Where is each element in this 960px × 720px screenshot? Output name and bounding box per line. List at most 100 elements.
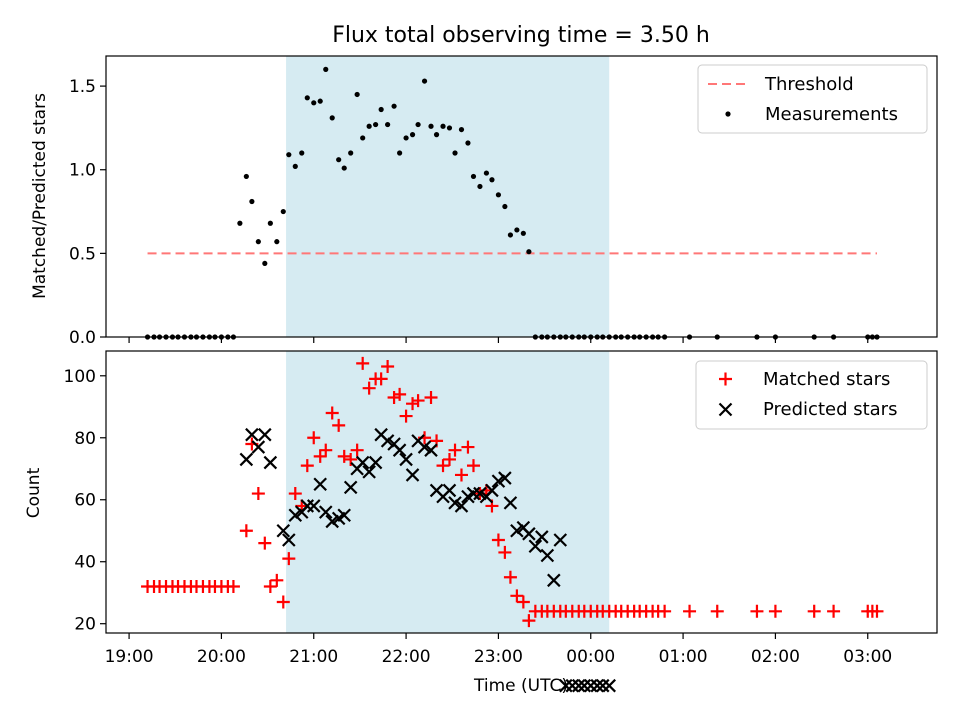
predicted-star-point [565,678,580,693]
matched-star-point [442,452,456,466]
matched-star-point [466,459,480,473]
legend-matched-swatch [719,372,732,386]
measurement-point [458,126,465,133]
x-tick-label: 19:00 [105,647,154,667]
matched-star-point [454,468,468,482]
measurement-point [255,239,261,245]
predicted-star-point [503,496,518,510]
top-axes-frame [105,55,938,338]
measurement-point [489,177,495,183]
matched-star-point [498,545,512,559]
measurement-point [421,78,428,84]
measurement-point [304,95,310,101]
predicted-star-point [276,523,291,538]
predicted-star-point [448,496,462,510]
measurement-point [336,157,342,163]
matched-star-point [325,406,339,420]
predicted-star-point [239,452,254,467]
measurement-point [440,123,446,129]
matched-star-point [807,604,821,618]
predicted-star-point [602,678,616,693]
matched-star-point [406,397,420,411]
predicted-star-point [571,678,586,693]
bottom-legend: Matched stars Predicted stars [695,360,928,430]
measurement-point [262,260,268,267]
bottom-panel: 20 40 60 80 100 19:00 20:00 21:00 22:00 23:00 00:… [24,350,938,696]
predicted-star-point [491,474,506,488]
x-tick-label: 22:00 [382,647,431,667]
measurement-point [433,132,440,138]
matched-star-point [393,387,407,401]
y-tick-label: 60 [74,491,96,511]
y-tick-label: 80 [74,429,96,449]
matched-star-point [683,604,697,618]
measurement-point [267,220,273,226]
y-tick-label: 0.5 [69,244,96,264]
predicted-star-point [454,499,469,513]
matched-star-point [381,359,395,373]
matched-star-point [276,595,290,609]
matched-star-point [300,459,314,473]
predicted-star-point [325,514,339,529]
matched-star-point [362,381,376,395]
predicted-star-point [245,427,259,442]
matched-star-point [750,604,764,618]
legend-predicted-label: Predicted stars [763,399,897,420]
x-tick-label: 00:00 [566,647,615,667]
predicted-star-point [399,452,413,467]
measurement-point [520,230,526,236]
bottom-legend-box [695,360,928,430]
measurement-point [299,150,305,156]
matched-star-point [510,589,524,603]
legend-matched-label: Matched stars [763,369,890,390]
measurement-point [495,192,502,198]
matched-star-point [337,449,351,463]
predicted-star-point [417,440,432,454]
predicted-star-point [318,505,333,519]
matched-star-point [424,390,438,404]
legend-predicted-swatch [718,402,733,417]
measurement-point [249,198,255,205]
observing-window-shade-top [286,56,610,337]
measurement-point [317,98,323,104]
predicted-star-point [306,499,321,513]
predicted-star-point [540,548,555,563]
bottom-axes-frame [105,350,938,634]
measurement-point [502,203,508,210]
matched-star-point [710,604,724,618]
predicted-stars-points [239,427,616,693]
matched-star-point [282,552,296,566]
matched-star-point [827,604,841,618]
measurement-point [237,220,243,226]
predicted-star-point [535,530,549,544]
top-y-ticks: 0.0 0.5 1.0 1.5 [69,77,106,348]
measurement-point [243,173,249,180]
measurement-point [397,150,403,156]
x-axis-label: Time (UTC) [473,676,568,696]
predicted-star-point [485,483,499,498]
matched-star-point [491,533,505,547]
measurement-point [428,123,434,129]
predicted-star-point [590,678,604,693]
predicted-star-point [288,508,303,523]
matched-star-point [516,595,530,609]
measurement-point [465,140,471,146]
matched-star-point [436,459,450,473]
x-tick-label: 20:00 [197,647,246,667]
predicted-star-point [251,440,266,454]
predicted-star-point [392,443,407,457]
predicted-star-point [313,477,327,492]
y-tick-label: 1.0 [69,161,96,181]
matched-star-point [258,536,272,550]
top-legend-box [697,64,928,134]
predicted-star-point [263,455,278,470]
top-legend: Threshold Measurements [697,64,928,134]
matched-star-point [288,487,302,501]
matched-star-point [226,580,240,594]
predicted-star-point [405,468,420,482]
matched-star-point [768,604,782,618]
top-y-axis-label: Matched/Predicted stars [30,93,50,299]
legend-threshold-label: Threshold [764,74,854,95]
measurement-point [526,249,532,255]
